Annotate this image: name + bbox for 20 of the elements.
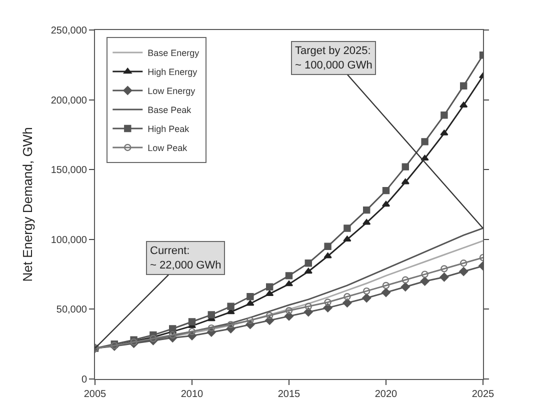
y-tick-label: 150,000 (50, 165, 88, 176)
legend-label: Base Peak (148, 104, 192, 115)
y-tick-label: 250,000 (50, 26, 88, 36)
y-axis-title: Net Energy Demand, GWh (20, 127, 35, 282)
legend-label: Base Energy (148, 48, 200, 58)
x-tick-label: 2025 (472, 389, 495, 400)
legend-label: High Energy (148, 66, 198, 77)
x-tick-label: 2005 (84, 389, 107, 400)
x-tick-label: 2010 (180, 389, 204, 400)
y-tick-label: 0 (81, 374, 88, 386)
legend-label: Low Energy (148, 86, 196, 96)
y-tick-label: 100,000 (50, 234, 88, 246)
y-tick-label: 50,000 (56, 304, 88, 316)
legend-label: High Peak (148, 124, 190, 134)
x-tick-label: 2015 (278, 389, 301, 400)
annotation: Target by 2025: ~ 100,000 GWh (295, 45, 372, 72)
x-tick-label: 2020 (374, 389, 398, 400)
y-tick-label: 200,000 (50, 95, 88, 106)
legend-label: Low Peak (148, 142, 188, 153)
annotation: Current: ~ 22,000 GWh (150, 245, 222, 272)
